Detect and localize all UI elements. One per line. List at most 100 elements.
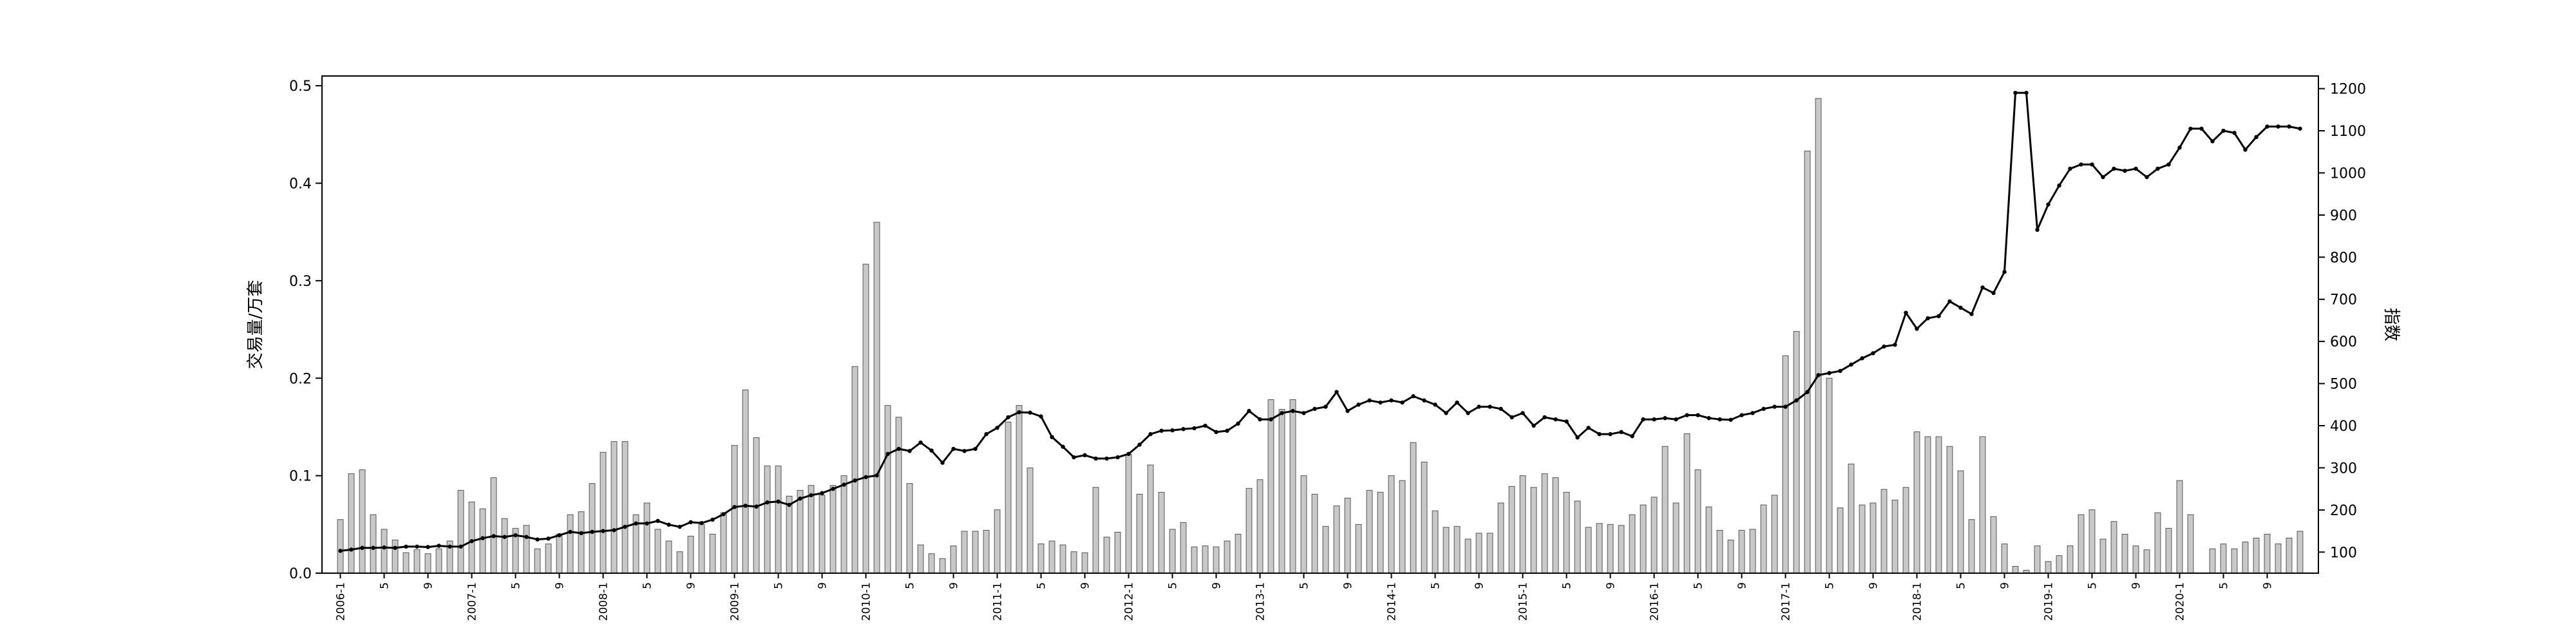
bar [1880, 489, 1888, 574]
line-point [732, 505, 737, 509]
line-point [2013, 90, 2018, 95]
line-point [1904, 310, 1908, 315]
right-tick-label: 1200 [2330, 82, 2366, 98]
bar [490, 477, 497, 574]
x-tick-label: 9 [1868, 582, 1880, 589]
line-point [831, 486, 835, 491]
line-point [1247, 408, 1251, 413]
bar [906, 483, 913, 574]
line-point [349, 547, 354, 552]
bar [1990, 516, 1997, 574]
bar [1333, 506, 1340, 574]
bar [1694, 469, 1701, 574]
line-point [896, 446, 901, 451]
line-point [940, 460, 945, 465]
line-point [2254, 135, 2259, 140]
bar [1355, 524, 1362, 574]
bar [1585, 527, 1592, 574]
bar [2231, 548, 2238, 574]
x-tick-label: 5 [1561, 582, 1574, 589]
bar [501, 518, 508, 574]
bar [1508, 486, 1515, 574]
bar [1016, 405, 1023, 574]
line-point [2243, 147, 2248, 152]
bar [1541, 473, 1548, 574]
bar [1180, 522, 1187, 574]
right-tick-label: 600 [2330, 334, 2357, 350]
bar [840, 475, 848, 574]
bar [1245, 488, 1253, 574]
bar [1848, 463, 1855, 574]
left-tick-label: 0.4 [289, 176, 312, 193]
line-point [1411, 394, 1416, 399]
line-point [710, 517, 715, 522]
bar [359, 469, 366, 574]
bar [873, 222, 880, 574]
line-point [1728, 417, 1733, 422]
line-point [656, 518, 660, 524]
bar [928, 553, 935, 574]
x-tick-label: 9 [1079, 582, 1092, 589]
bar [764, 465, 771, 574]
bar [1519, 475, 1526, 574]
bar [1760, 504, 1767, 574]
bar [457, 489, 464, 574]
line-point [798, 497, 802, 501]
x-tick-label: 5 [1955, 582, 1968, 589]
x-tick-label: 9 [948, 582, 961, 589]
line-point [1258, 417, 1262, 422]
line-point [1455, 400, 1459, 405]
bar [2176, 480, 2183, 574]
bar [1979, 436, 1986, 574]
line-point [612, 528, 616, 533]
line-point [1400, 400, 1405, 405]
bar [1114, 531, 1121, 574]
line-point [929, 448, 934, 453]
line-point [1816, 373, 1821, 377]
line-point [1291, 408, 1295, 413]
bar [1629, 514, 1636, 574]
line-point [2166, 162, 2171, 167]
bar [1322, 526, 1329, 574]
x-tick-label: 2010-1 [860, 582, 873, 621]
bar [1924, 436, 1931, 574]
right-tick-label: 900 [2330, 208, 2357, 224]
bar [1300, 475, 1307, 574]
line-point [1696, 413, 1700, 417]
bar [413, 549, 421, 574]
x-tick-label: 5 [641, 582, 654, 589]
bar [1968, 519, 1975, 574]
line-point [360, 545, 365, 550]
bar [2088, 509, 2096, 574]
bar [1027, 468, 1034, 574]
right-axis-label: 指数 [2382, 308, 2401, 341]
line-point [535, 537, 540, 542]
x-tick-label: 9 [554, 582, 567, 589]
line-point [480, 536, 485, 540]
bar [534, 548, 541, 574]
line-point [1805, 390, 1810, 394]
bar [621, 441, 629, 574]
line-point [1345, 408, 1350, 413]
line-point [2024, 90, 2029, 95]
line-point [1772, 404, 1777, 409]
bar [392, 540, 399, 574]
line-point [415, 544, 419, 549]
bar [1935, 436, 1942, 574]
bar [2264, 533, 2271, 574]
bar [2209, 548, 2216, 574]
bar [1388, 475, 1395, 574]
bar [1202, 545, 1209, 574]
line-point [962, 449, 967, 453]
x-tick-label: 5 [510, 582, 523, 589]
bar [1454, 526, 1461, 574]
bar [1837, 507, 1844, 574]
line-point [579, 531, 583, 536]
line-point [1783, 404, 1788, 409]
line-point [1444, 411, 1448, 415]
bar [2275, 544, 2282, 574]
line-point [1915, 327, 1919, 331]
bar [2143, 549, 2150, 574]
line-point [448, 544, 452, 549]
line-point [973, 446, 978, 451]
